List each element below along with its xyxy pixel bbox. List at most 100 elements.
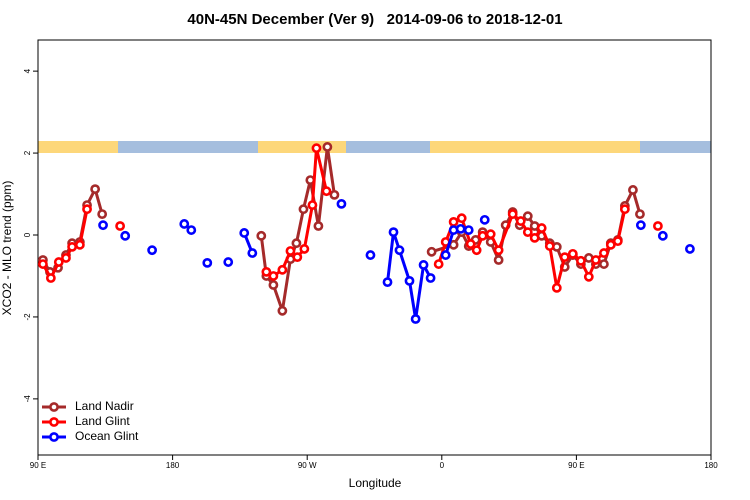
- point: [239, 228, 250, 238]
- point: [247, 248, 258, 258]
- point: [307, 200, 318, 210]
- point: [599, 248, 609, 258]
- point: [329, 189, 340, 200]
- point: [322, 142, 333, 152]
- y-tick-label: 2: [23, 150, 32, 155]
- point: [522, 211, 533, 222]
- y-tick-label: -2: [23, 313, 32, 321]
- point: [425, 273, 436, 283]
- point: [477, 230, 488, 241]
- point: [628, 185, 638, 195]
- point: [292, 252, 303, 263]
- point: [612, 236, 623, 247]
- legend-label: Land Nadir: [75, 399, 134, 413]
- point: [382, 277, 393, 288]
- point: [277, 264, 288, 275]
- point: [619, 204, 630, 215]
- point: [456, 213, 467, 224]
- point: [268, 280, 279, 290]
- point: [536, 223, 547, 233]
- point: [67, 241, 77, 252]
- point: [365, 250, 376, 260]
- point: [455, 223, 466, 234]
- x-axis-label: Longitude: [349, 476, 402, 490]
- point: [635, 209, 645, 220]
- point: [38, 259, 48, 269]
- point: [410, 314, 421, 324]
- point: [223, 257, 234, 267]
- point: [299, 244, 310, 254]
- point: [313, 221, 324, 231]
- point: [98, 220, 108, 231]
- legend-marker: [49, 402, 59, 412]
- point: [277, 305, 288, 316]
- point: [544, 241, 555, 251]
- point: [53, 257, 64, 267]
- point: [179, 219, 190, 229]
- point: [261, 266, 272, 277]
- plot-frame: [37, 39, 712, 456]
- point: [485, 229, 496, 240]
- chart-title: 40N-45N December (Ver 9) 2014-09-06 to 2…: [187, 11, 562, 28]
- y-tick-label: -4: [23, 395, 32, 403]
- point: [440, 250, 451, 260]
- point: [268, 271, 279, 281]
- point: [493, 245, 504, 256]
- point: [635, 220, 646, 231]
- x-tick-label: 90 E: [30, 461, 46, 470]
- point: [256, 230, 267, 241]
- point: [404, 275, 415, 286]
- x-tick-label: 180: [704, 461, 718, 470]
- x-tick-label: 90 E: [568, 461, 584, 470]
- point: [433, 259, 444, 269]
- point: [551, 282, 562, 293]
- legend-marker: [49, 432, 59, 442]
- point: [599, 259, 609, 269]
- land-mask-strip: [38, 141, 711, 153]
- point: [74, 239, 85, 250]
- series: [38, 143, 663, 293]
- point: [465, 239, 476, 249]
- legend-label: Ocean Glint: [75, 429, 139, 443]
- point: [388, 227, 399, 238]
- point: [657, 230, 668, 241]
- x-tick-label: 180: [166, 461, 180, 470]
- point: [605, 239, 616, 250]
- point: [336, 198, 347, 209]
- legend-marker: [49, 417, 59, 427]
- y-tick-label: 0: [23, 232, 32, 237]
- point: [115, 221, 126, 231]
- series: [98, 198, 695, 324]
- point: [298, 204, 309, 215]
- point: [120, 230, 131, 241]
- point: [575, 255, 586, 266]
- point: [285, 246, 296, 256]
- point: [321, 186, 332, 197]
- point: [90, 184, 101, 195]
- point: [479, 214, 490, 225]
- point: [529, 232, 540, 243]
- point: [82, 204, 92, 215]
- legend-label: Land Glint: [75, 414, 130, 428]
- point: [202, 257, 213, 268]
- point: [418, 260, 429, 270]
- point: [685, 244, 695, 254]
- point: [493, 255, 504, 265]
- point: [463, 225, 474, 235]
- point: [186, 225, 197, 235]
- point: [471, 245, 482, 256]
- point: [448, 216, 459, 227]
- point: [507, 209, 518, 220]
- point: [583, 271, 594, 282]
- point: [426, 246, 437, 257]
- point: [567, 248, 578, 259]
- point: [559, 252, 570, 263]
- x-tick-label: 0: [440, 461, 445, 470]
- point: [590, 255, 601, 265]
- point: [291, 238, 302, 249]
- y-axis-label: XCO2 - MLO trend (ppm): [0, 181, 14, 316]
- point: [61, 253, 71, 263]
- point: [147, 245, 158, 256]
